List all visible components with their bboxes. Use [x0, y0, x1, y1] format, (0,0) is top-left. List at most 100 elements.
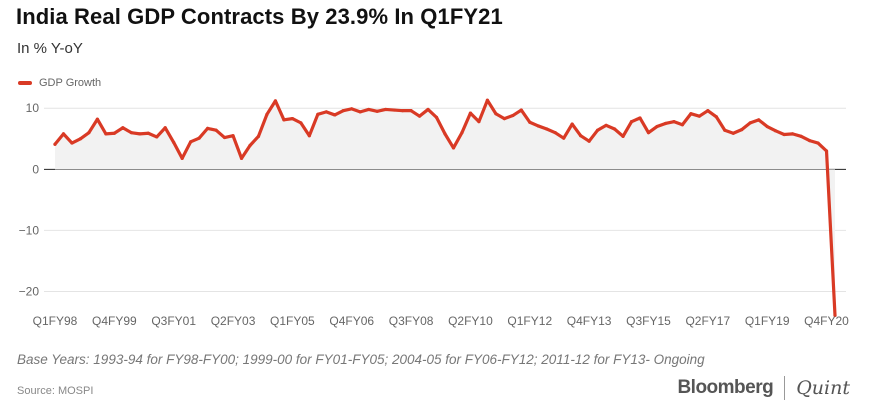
data-point	[528, 120, 532, 124]
data-point	[714, 115, 718, 119]
data-point	[78, 137, 83, 141]
data-point	[299, 121, 303, 125]
data-point	[256, 134, 261, 138]
data-point	[536, 124, 540, 128]
data-point	[587, 139, 591, 143]
y-tick-label: 10	[26, 101, 40, 115]
data-point	[426, 107, 430, 112]
data-point	[155, 135, 159, 139]
data-point	[214, 128, 218, 132]
data-point	[824, 149, 829, 153]
y-tick-label: 0	[32, 162, 39, 176]
data-point	[655, 124, 659, 129]
data-point	[748, 121, 752, 125]
data-point	[434, 115, 439, 119]
data-point	[282, 118, 286, 122]
data-point	[316, 112, 320, 116]
data-point	[697, 114, 701, 118]
data-point	[324, 110, 328, 114]
data-point	[740, 128, 744, 132]
data-point	[663, 121, 668, 126]
x-tick-label: Q4FY13	[567, 314, 612, 328]
x-tick-label: Q1FY05	[270, 314, 315, 328]
data-point	[774, 129, 778, 133]
data-point	[95, 117, 99, 121]
data-point	[579, 134, 583, 138]
data-point	[477, 120, 481, 124]
data-point	[553, 131, 557, 135]
data-point	[307, 134, 311, 138]
data-point	[70, 141, 74, 145]
data-point	[87, 131, 91, 135]
x-tick-label: Q4FY99	[92, 314, 137, 328]
data-point	[765, 124, 769, 129]
data-point	[206, 126, 210, 130]
x-tick-label: Q4FY20	[804, 314, 849, 328]
data-point	[231, 134, 235, 138]
data-point	[706, 109, 710, 113]
chart-title: India Real GDP Contracts By 23.9% In Q1F…	[16, 4, 503, 29]
data-point	[612, 127, 617, 131]
data-point	[596, 128, 600, 132]
x-tick-label: Q1FY19	[745, 314, 790, 328]
data-point	[833, 313, 837, 317]
data-point	[545, 127, 549, 131]
x-tick-label: Q1FY12	[507, 314, 552, 328]
data-point	[239, 156, 244, 160]
data-point	[417, 114, 422, 118]
data-point	[358, 110, 362, 114]
data-point	[401, 109, 405, 113]
data-point	[782, 132, 786, 137]
data-point	[350, 107, 354, 111]
data-point	[341, 109, 345, 113]
x-tick-label: Q3FY08	[389, 314, 434, 328]
x-tick-label: Q3FY01	[151, 314, 196, 328]
data-point	[333, 113, 337, 117]
data-point	[375, 109, 379, 113]
data-point	[799, 134, 803, 138]
data-point	[163, 126, 167, 130]
data-point	[451, 146, 456, 150]
data-point	[112, 131, 116, 135]
data-point	[53, 142, 57, 146]
x-tick-label: Q2FY17	[685, 314, 730, 328]
data-point	[757, 118, 761, 122]
x-tick-label: Q1FY98	[33, 314, 78, 328]
data-point	[61, 132, 66, 136]
source-note: Source: MOSPI	[17, 385, 94, 397]
data-point	[121, 126, 125, 130]
data-point	[494, 112, 498, 116]
data-point	[502, 117, 506, 121]
data-point	[807, 139, 812, 143]
data-point	[519, 108, 523, 112]
x-tick-label: Q2FY10	[448, 314, 493, 328]
data-point	[468, 111, 473, 115]
data-point	[409, 109, 413, 113]
data-point	[570, 122, 574, 126]
data-point	[104, 132, 108, 136]
data-point	[367, 107, 371, 112]
data-point	[638, 116, 642, 120]
data-point	[460, 131, 464, 135]
data-point	[791, 132, 795, 136]
line-chart: 10 0 −10 −20 Q1FY98 Q4FY99 Q3FY01 Q2FY03 Q1FY05 Q…	[19, 98, 849, 328]
data-point	[680, 123, 684, 127]
data-point	[604, 123, 608, 127]
x-tick-label: Q3FY15	[626, 314, 671, 328]
data-point	[485, 98, 489, 102]
brand-logo: Bloomberg Quint	[677, 376, 850, 400]
data-point	[629, 120, 634, 124]
data-point	[180, 156, 184, 160]
data-point	[672, 120, 676, 124]
data-point	[621, 134, 625, 138]
data-point	[172, 140, 176, 145]
y-tick-label: −10	[19, 223, 40, 237]
data-point	[273, 99, 278, 103]
footnote: Base Years: 1993-94 for FY98-FY00; 1999-…	[17, 352, 705, 367]
data-point	[189, 140, 193, 144]
data-point	[646, 131, 651, 135]
x-tick-label: Q2FY03	[211, 314, 256, 328]
chart-subtitle: In % Y-oY	[17, 40, 83, 57]
data-point	[816, 141, 820, 145]
data-point	[197, 136, 201, 140]
